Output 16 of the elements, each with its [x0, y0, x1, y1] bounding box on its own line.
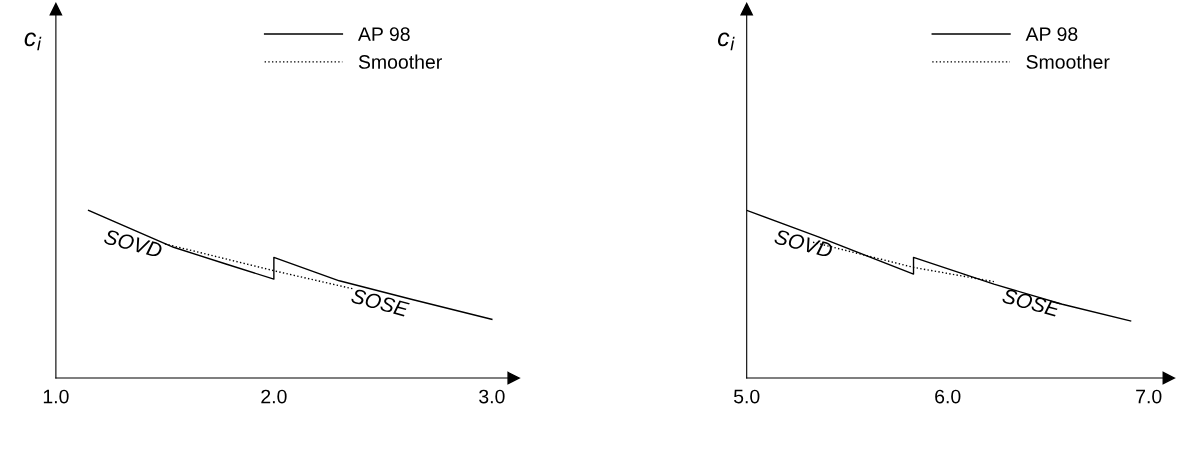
x-tick-label: 7.0: [1136, 389, 1162, 404]
legend-label: Smoother: [358, 54, 442, 69]
x-tick-label: 1.0: [43, 389, 69, 404]
legend-label: AP 98: [357, 27, 410, 41]
x-tick-label: 3.0: [479, 389, 505, 404]
y-axis-title: c$_{i}$: [24, 32, 42, 51]
annotation: SOSE: [1001, 288, 1061, 318]
x-tick-label: 6.0: [935, 389, 961, 404]
annotation: SOVD: [103, 228, 163, 259]
legend-label: Smoother: [1026, 54, 1110, 69]
annotation: SOVD: [773, 228, 834, 259]
x-tick-label: 2.0: [261, 389, 287, 404]
legend-label: AP 98: [1025, 27, 1078, 41]
x-tick-label: 5.0: [733, 389, 760, 404]
y-axis-title: c$_{i}$: [717, 32, 735, 51]
annotation: SOSE: [350, 288, 410, 318]
